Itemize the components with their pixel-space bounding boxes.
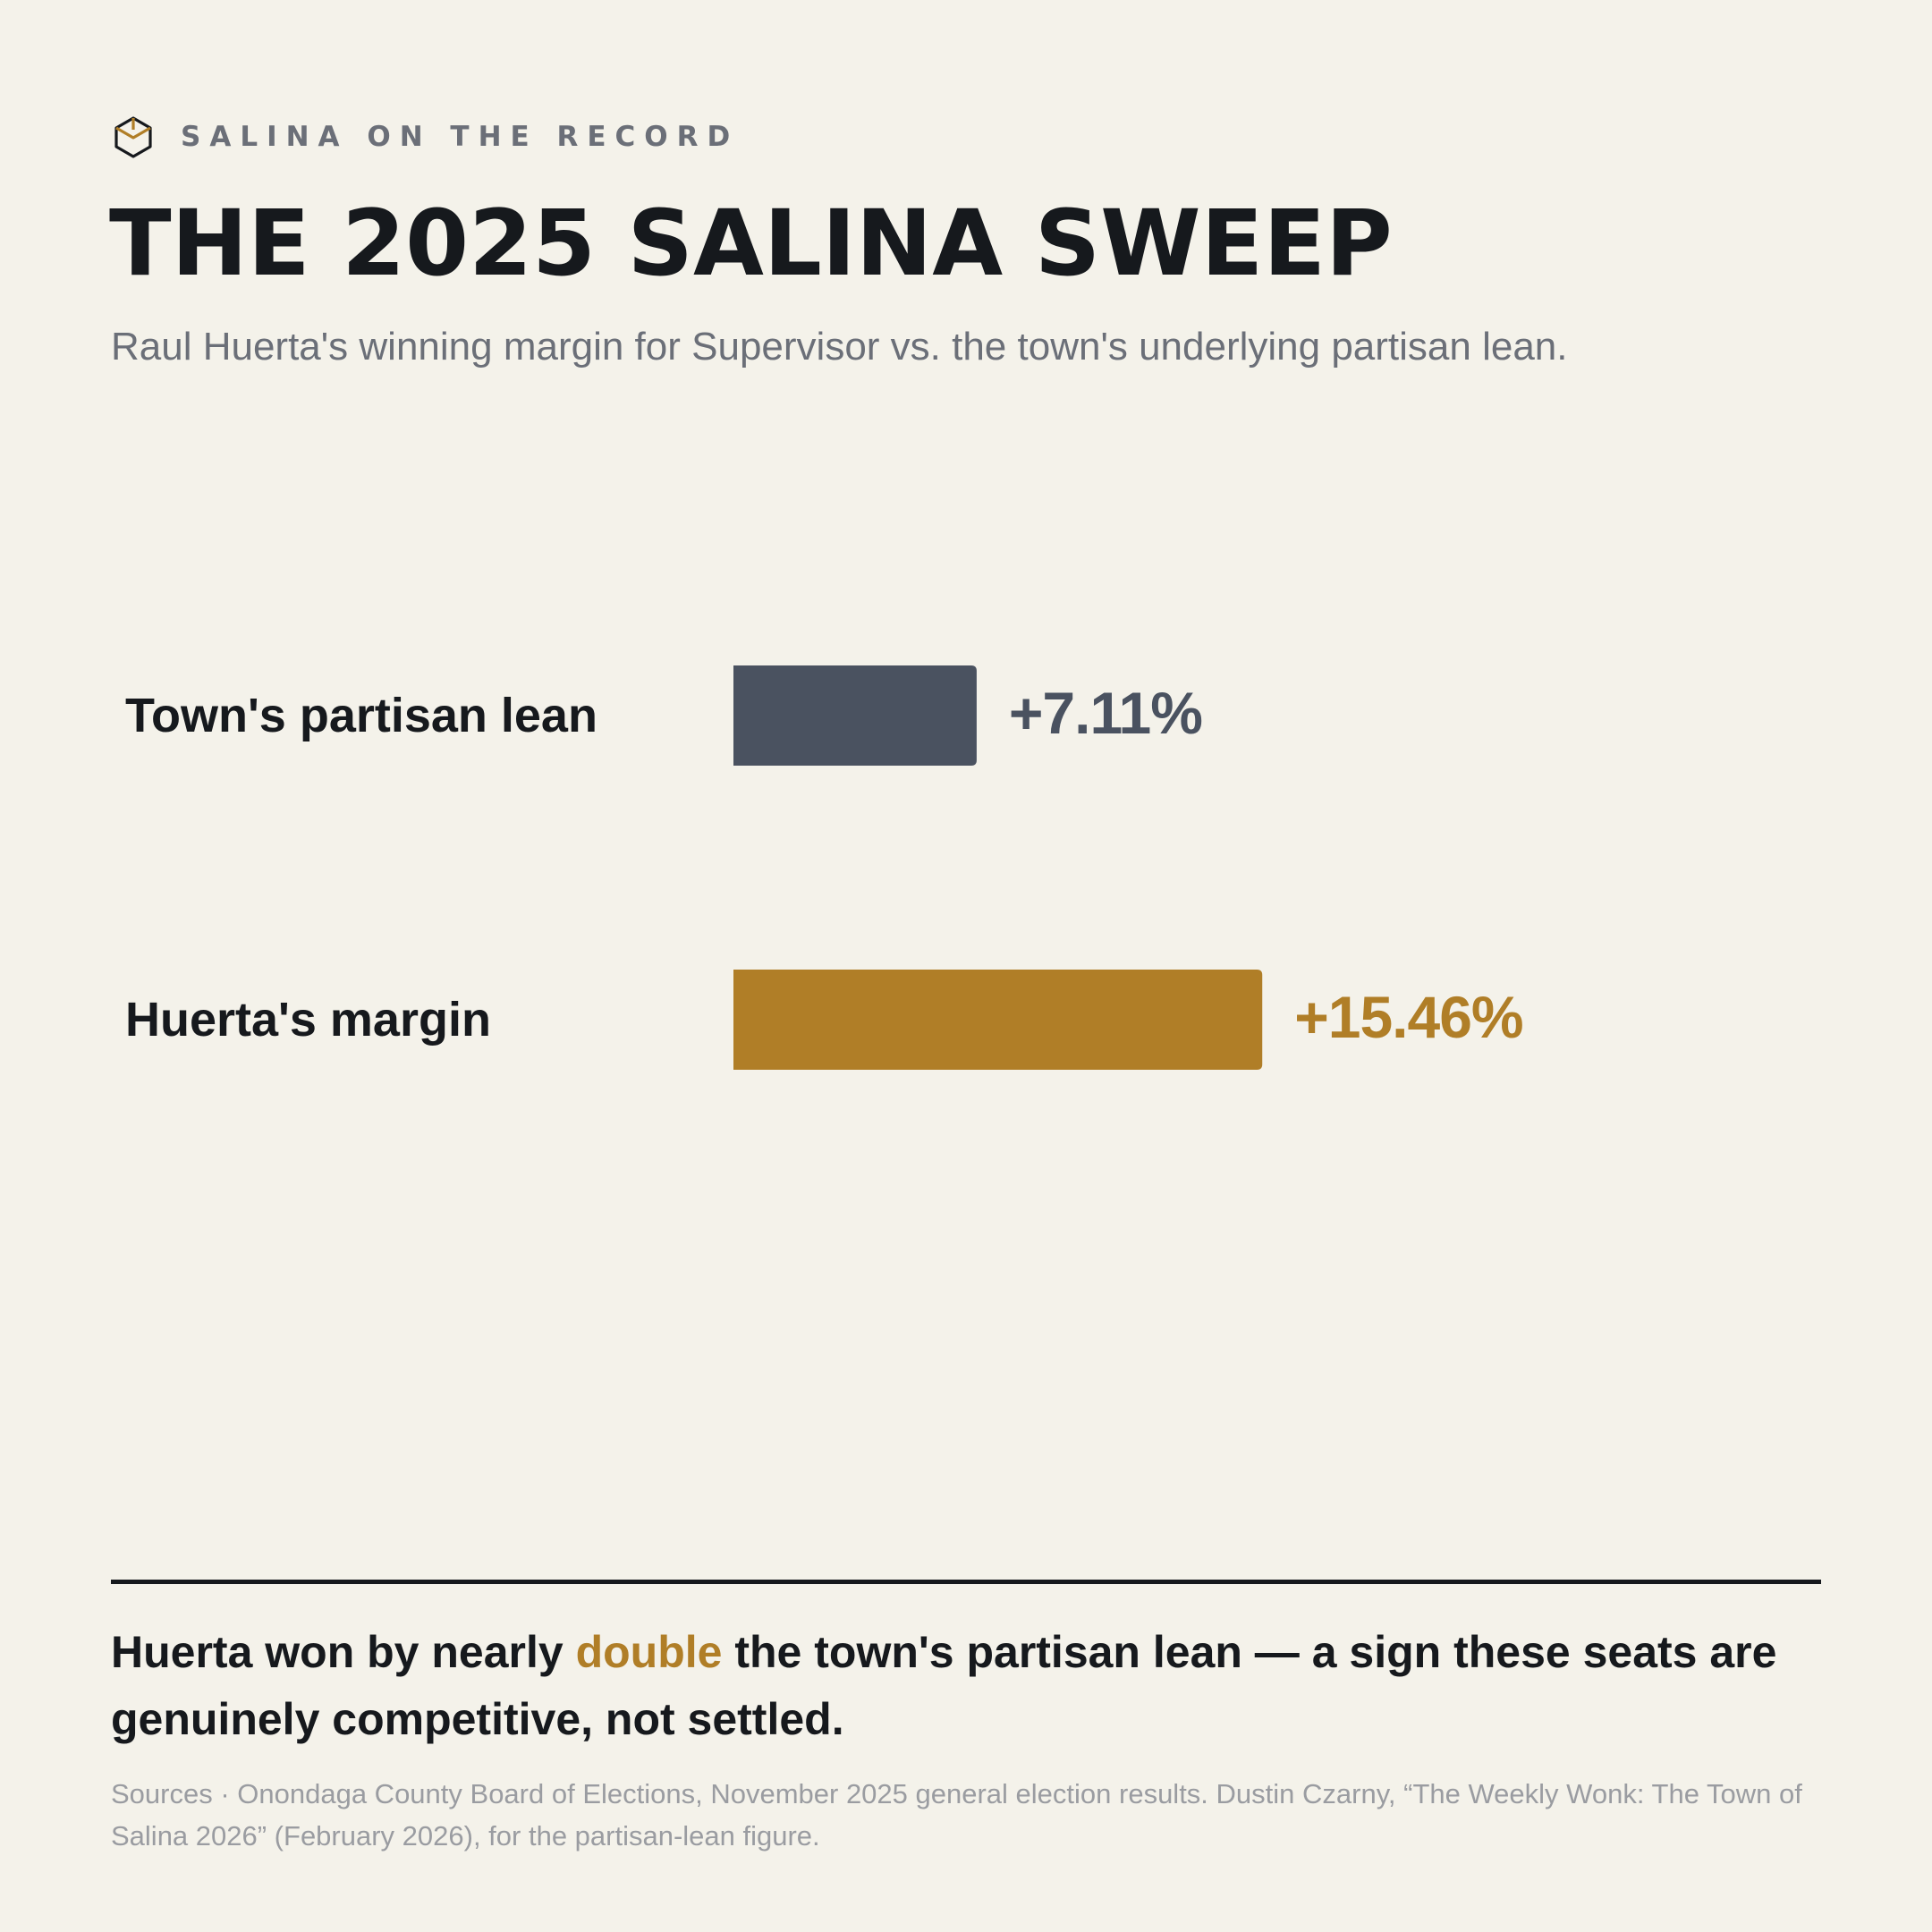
page-title: THE 2025 SALINA SWEEP [109,191,1393,297]
bar [733,665,977,766]
takeaway-text-after: the town's partisan lean — a sign these … [111,1627,1777,1744]
sources-note: Sources · Onondaga County Board of Elect… [111,1778,1802,1852]
value-label: +7.11% [1009,680,1202,746]
bar [733,970,1263,1070]
brand-name: SALINA ON THE RECORD [181,121,740,153]
takeaway-text-before: Huerta won by nearly [111,1627,576,1677]
page-subtitle: Raul Huerta's winning margin for Supervi… [111,325,1568,369]
value-label: +15.46% [1294,984,1522,1050]
brand: SALINA ON THE RECORD [111,114,739,159]
category-label: Town's partisan lean [125,689,597,742]
ballot-box-icon [114,116,152,158]
divider [111,1580,1821,1584]
takeaway-highlight: double [575,1627,723,1677]
takeaway: Huerta won by nearly double the town's p… [111,1619,1828,1753]
category-label: Huerta's margin [125,993,491,1046]
